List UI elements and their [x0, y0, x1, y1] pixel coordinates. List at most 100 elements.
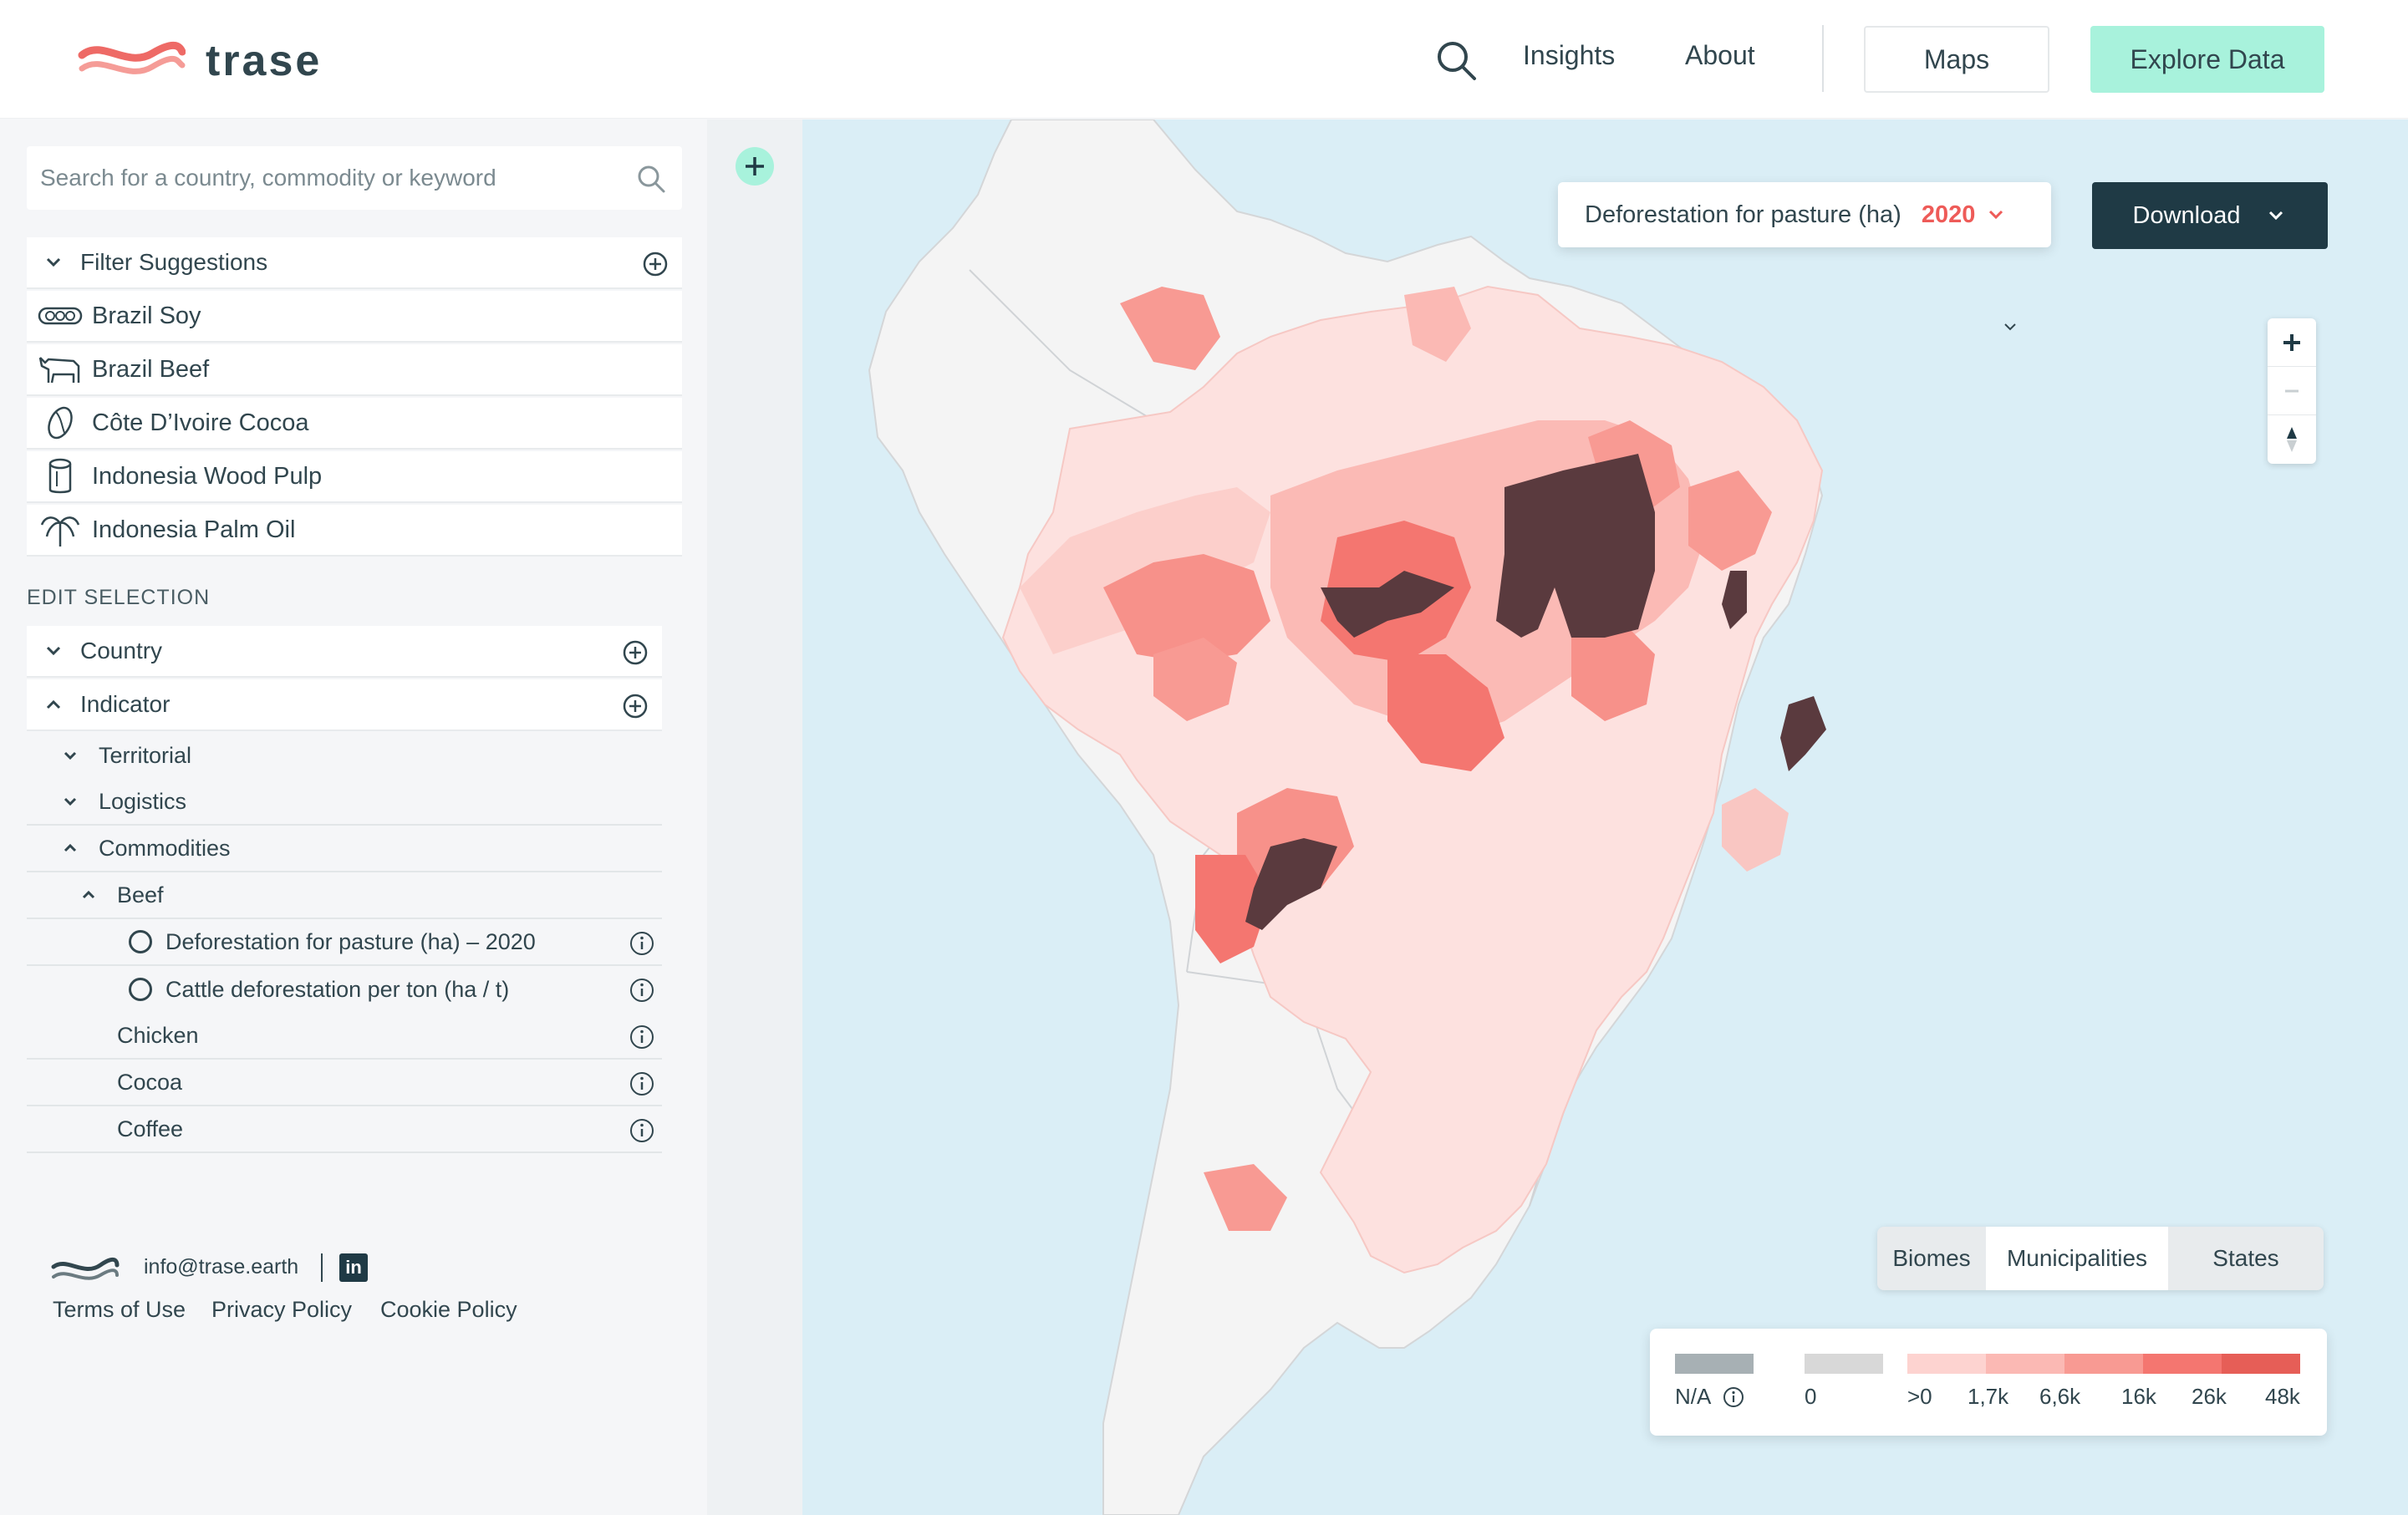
trase-wave-icon — [78, 41, 186, 74]
info-icon[interactable] — [629, 1024, 655, 1050]
zoom-control — [2268, 318, 2316, 464]
chevron-down-icon[interactable] — [2001, 318, 2019, 336]
indicator-selector[interactable]: Deforestation for pasture (ha) 2020 — [1558, 182, 2051, 247]
nav-divider — [1822, 25, 1824, 92]
suggestion-brazil-soy[interactable]: Brazil Soy — [27, 291, 682, 343]
tree-chicken[interactable]: Chicken — [27, 1013, 662, 1060]
tab-biomes[interactable]: Biomes — [1892, 1245, 1971, 1271]
indicator-option-cattle-deforestation[interactable]: Cattle deforestation per ton (ha / t) — [27, 966, 662, 1013]
region-coast — [1722, 788, 1789, 872]
indicator-year[interactable]: 2020 — [1921, 201, 1976, 228]
suggestion-indonesia-palm-oil[interactable]: Indonesia Palm Oil — [27, 505, 682, 557]
linkedin-icon[interactable]: in — [339, 1253, 368, 1282]
trase-footer-logo-icon[interactable] — [50, 1252, 120, 1289]
minus-icon — [2285, 389, 2299, 392]
explore-data-button[interactable]: Explore Data — [2090, 26, 2324, 93]
legend-swatch-bin2 — [1986, 1354, 2064, 1374]
maps-button[interactable]: Maps — [1864, 26, 2049, 93]
nav-insights[interactable]: Insights — [1523, 40, 1616, 70]
radio-button[interactable] — [129, 930, 152, 953]
privacy-policy-link[interactable]: Privacy Policy — [211, 1297, 353, 1322]
download-label: Download — [2132, 201, 2241, 229]
reset-north-button[interactable] — [2268, 415, 2316, 464]
footer-email-link[interactable]: info@trase.earth — [144, 1255, 299, 1279]
region-max-maranhao — [1780, 696, 1826, 771]
zoom-out-button[interactable] — [2268, 367, 2316, 415]
map-level-tabs: Biomes Municipalities States — [1877, 1227, 2324, 1290]
tree-label: Cattle deforestation per ton (ha / t) — [165, 976, 510, 1002]
legend-swatch-na — [1675, 1354, 1754, 1374]
indicator-option-deforestation-pasture[interactable]: Deforestation for pasture (ha) – 2020 — [27, 919, 662, 966]
choropleth-map[interactable] — [802, 119, 2408, 1515]
tree-commodities[interactable]: Commodities — [27, 826, 662, 872]
add-circle-icon[interactable] — [642, 251, 669, 277]
chevron-down-icon — [2269, 211, 2283, 221]
tree-cocoa[interactable]: Cocoa — [27, 1060, 662, 1106]
chevron-up-icon — [82, 890, 95, 899]
search-icon[interactable] — [1434, 38, 1478, 82]
wood-log-icon — [48, 458, 72, 494]
legend-swatch-zero — [1805, 1354, 1883, 1374]
legend-label-na: N/A — [1675, 1384, 1712, 1409]
legend-swatch-bin1 — [1907, 1354, 1986, 1374]
indicator-label: Indicator — [80, 691, 171, 717]
tab-states[interactable]: States — [2212, 1245, 2279, 1271]
radio-button[interactable] — [129, 978, 152, 1001]
soy-icon — [38, 307, 83, 325]
info-icon[interactable] — [1722, 1385, 1745, 1409]
tree-label: Logistics — [99, 788, 187, 814]
search-box[interactable] — [27, 146, 682, 210]
region-amapa — [1404, 287, 1471, 362]
nav-about[interactable]: About — [1685, 40, 1755, 70]
info-icon[interactable] — [629, 930, 655, 957]
tab-municipalities[interactable]: Municipalities — [1986, 1227, 2168, 1290]
chevron-down-icon[interactable] — [1985, 204, 2007, 226]
indicator-name: Deforestation for pasture (ha) — [1585, 201, 1901, 228]
region-para-west — [1103, 554, 1270, 663]
suggestion-cote-divoire-cocoa[interactable]: Côte D’Ivoire Cocoa — [27, 398, 682, 450]
download-button[interactable]: Download — [2092, 182, 2328, 249]
region-max-piaui — [1722, 571, 1747, 629]
plus-icon — [2283, 333, 2300, 351]
tree-label: Beef — [117, 882, 164, 907]
filter-suggestions-header[interactable]: Filter Suggestions — [27, 237, 682, 289]
indicator-row[interactable]: Indicator — [27, 679, 662, 731]
panel-strip — [707, 119, 802, 1515]
tree-territorial[interactable]: Territorial — [27, 732, 662, 779]
suggestion-label: Côte D’Ivoire Cocoa — [92, 409, 309, 436]
terms-of-use-link[interactable]: Terms of Use — [53, 1297, 186, 1322]
region-south-para — [1387, 654, 1504, 771]
country-row[interactable]: Country — [27, 626, 662, 678]
cookie-policy-link[interactable]: Cookie Policy — [380, 1297, 517, 1322]
search-input[interactable] — [27, 146, 595, 210]
info-icon[interactable] — [629, 1117, 655, 1144]
trase-logo[interactable]: trase — [77, 32, 322, 90]
suggestion-indonesia-wood-pulp[interactable]: Indonesia Wood Pulp — [27, 451, 682, 503]
suggestion-brazil-beef[interactable]: Brazil Beef — [27, 344, 682, 396]
add-panel-button[interactable] — [736, 147, 774, 186]
plus-icon — [746, 157, 764, 175]
logo-text: trase — [206, 37, 323, 85]
map-canvas[interactable] — [802, 119, 2408, 1515]
info-icon[interactable] — [629, 1070, 655, 1097]
chevron-down-icon — [46, 257, 61, 267]
tree-label: Coffee — [117, 1116, 184, 1141]
zoom-in-button[interactable] — [2268, 318, 2316, 367]
info-icon[interactable] — [629, 977, 655, 1004]
tree-logistics[interactable]: Logistics — [27, 779, 662, 826]
chevron-down-icon — [46, 646, 61, 656]
legend-label: >0 — [1907, 1384, 1932, 1409]
search-icon[interactable] — [635, 163, 667, 195]
add-circle-icon[interactable] — [622, 639, 649, 666]
add-circle-icon[interactable] — [622, 693, 649, 719]
footer-divider — [321, 1253, 323, 1282]
compass-icon — [2287, 427, 2297, 452]
filter-suggestions-label: Filter Suggestions — [80, 249, 268, 275]
region-north-roraima — [1120, 287, 1220, 370]
legend-label: 6,6k — [2039, 1384, 2081, 1409]
legend-label: 26k — [2192, 1384, 2227, 1409]
top-header: trase Insights About Maps Explore Data — [0, 0, 2408, 119]
tree-coffee[interactable]: Coffee — [27, 1106, 662, 1153]
chevron-down-icon — [64, 751, 77, 760]
tree-beef[interactable]: Beef — [27, 872, 662, 919]
